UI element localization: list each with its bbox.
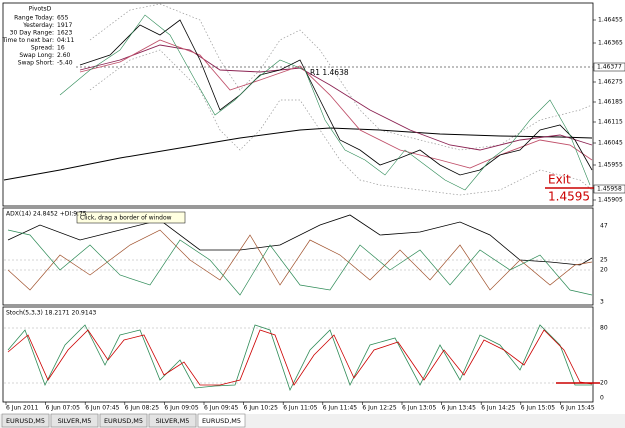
adx-label: ADX(14) 24.8452 +DI:9.75 [6,211,87,218]
stoch-tick-label: 80 [600,325,608,332]
ma-mid [79,44,593,151]
stoch-tick-label: 20 [600,380,608,387]
exit-label: Exit [548,173,571,187]
ma-fast [79,39,593,169]
time-tick-label: 6 Jun 11:45 [323,405,357,412]
tab[interactable] [197,413,246,428]
time-tick-label: 6 Jun 15:05 [521,405,555,412]
time-tick-label: 6 Jun 15:45 [560,405,594,412]
time-tick-label: 6 Jun 13:45 [442,405,476,412]
time-tick-label: 6 Jun 09:45 [204,405,238,412]
info-value: 655 [57,15,69,22]
price-tick-label: 1.46455 [598,17,623,24]
price-marker-box [593,62,625,72]
adx-tick-label: 20 [600,267,608,274]
info-panel [4,4,76,72]
adx-tick-label: 25 [600,257,608,264]
price-tick-label: 1.46275 [598,79,623,86]
info-value: -5.40 [57,60,73,67]
info-label: Swap Long: [19,52,54,59]
tab[interactable] [99,413,148,428]
info-value: 1623 [57,30,72,37]
price-tick-label: 1.46365 [598,40,623,47]
time-tick-label: 6 Jun 10:25 [244,405,278,412]
tooltip: Click, drag a border of window [80,215,172,222]
stoch-signal [7,329,593,386]
time-tick-label: 6 Jun 14:25 [481,405,515,412]
tab-label[interactable]: SILVER,M5 [156,417,190,425]
stoch-label: Stoch(5,3,3) 18.2171 20.9143 [6,310,97,317]
info-value: 04:11 [57,37,74,44]
info-label: Spread: [31,45,54,52]
tab[interactable] [50,413,99,428]
info-label: 30 Day Range: [10,30,54,37]
adx-tick-label: 47 [600,223,608,230]
info-value: 1917 [57,22,72,29]
time-tick-label: 6 Jun 07:45 [85,405,119,412]
price-marker: 1.46377 [597,64,622,71]
tab[interactable] [1,413,50,428]
pivot-label: R1 1.4638 [310,68,349,77]
price-tick-label: 1.46185 [598,99,623,106]
ma-slow [3,127,593,181]
time-tick-label: 6 Jun 11:05 [283,405,317,412]
price-tick-label: 1.46115 [598,119,623,126]
info-label: Swap Short: [18,60,54,67]
stoch-tick-label: 0 [600,395,604,402]
time-tick-label: 6 Jun 08:25 [125,405,159,412]
time-tick-label: 6 Jun 09:05 [164,405,198,412]
time-tick-label: 6 Jun 2011 [6,405,38,412]
tab-label[interactable]: EURUSD,M5 [6,417,45,425]
time-tick-label: 6 Jun 07:05 [46,405,80,412]
price-tick-label: 1.45905 [598,197,623,204]
price-tick-label: 1.45955 [598,162,623,169]
adx-tick-label: 3 [600,299,604,306]
stoch-window[interactable] [2,306,594,403]
info-label: Range Today: [14,15,54,22]
info-value: 2.60 [57,52,71,59]
price-marker: 1.45958 [597,186,622,193]
minus-di [7,229,593,296]
info-value: 16 [57,45,65,52]
info-label: Yesterday: [22,22,54,29]
tooltip-box [76,211,186,224]
info-title: PivotsD [29,6,52,13]
time-tick-label: 6 Jun 13:05 [402,405,436,412]
candles [59,14,591,191]
info-label: Time to next bar: [1,37,54,44]
adx-line [7,214,593,266]
tab-label[interactable]: SILVER,M5 [58,417,92,425]
price-tick-label: 1.46045 [598,140,623,147]
tab-label[interactable]: EURUSD,M5 [202,417,241,425]
price-marker-box [593,184,625,194]
exit-price: 1.4595 [548,190,590,204]
stoch-main [7,324,592,392]
time-tick-label: 6 Jun 12:25 [362,405,396,412]
price-line [79,19,593,176]
tab[interactable] [148,413,197,428]
tab-label[interactable]: EURUSD,M5 [104,417,143,425]
price-window[interactable] [2,2,594,207]
